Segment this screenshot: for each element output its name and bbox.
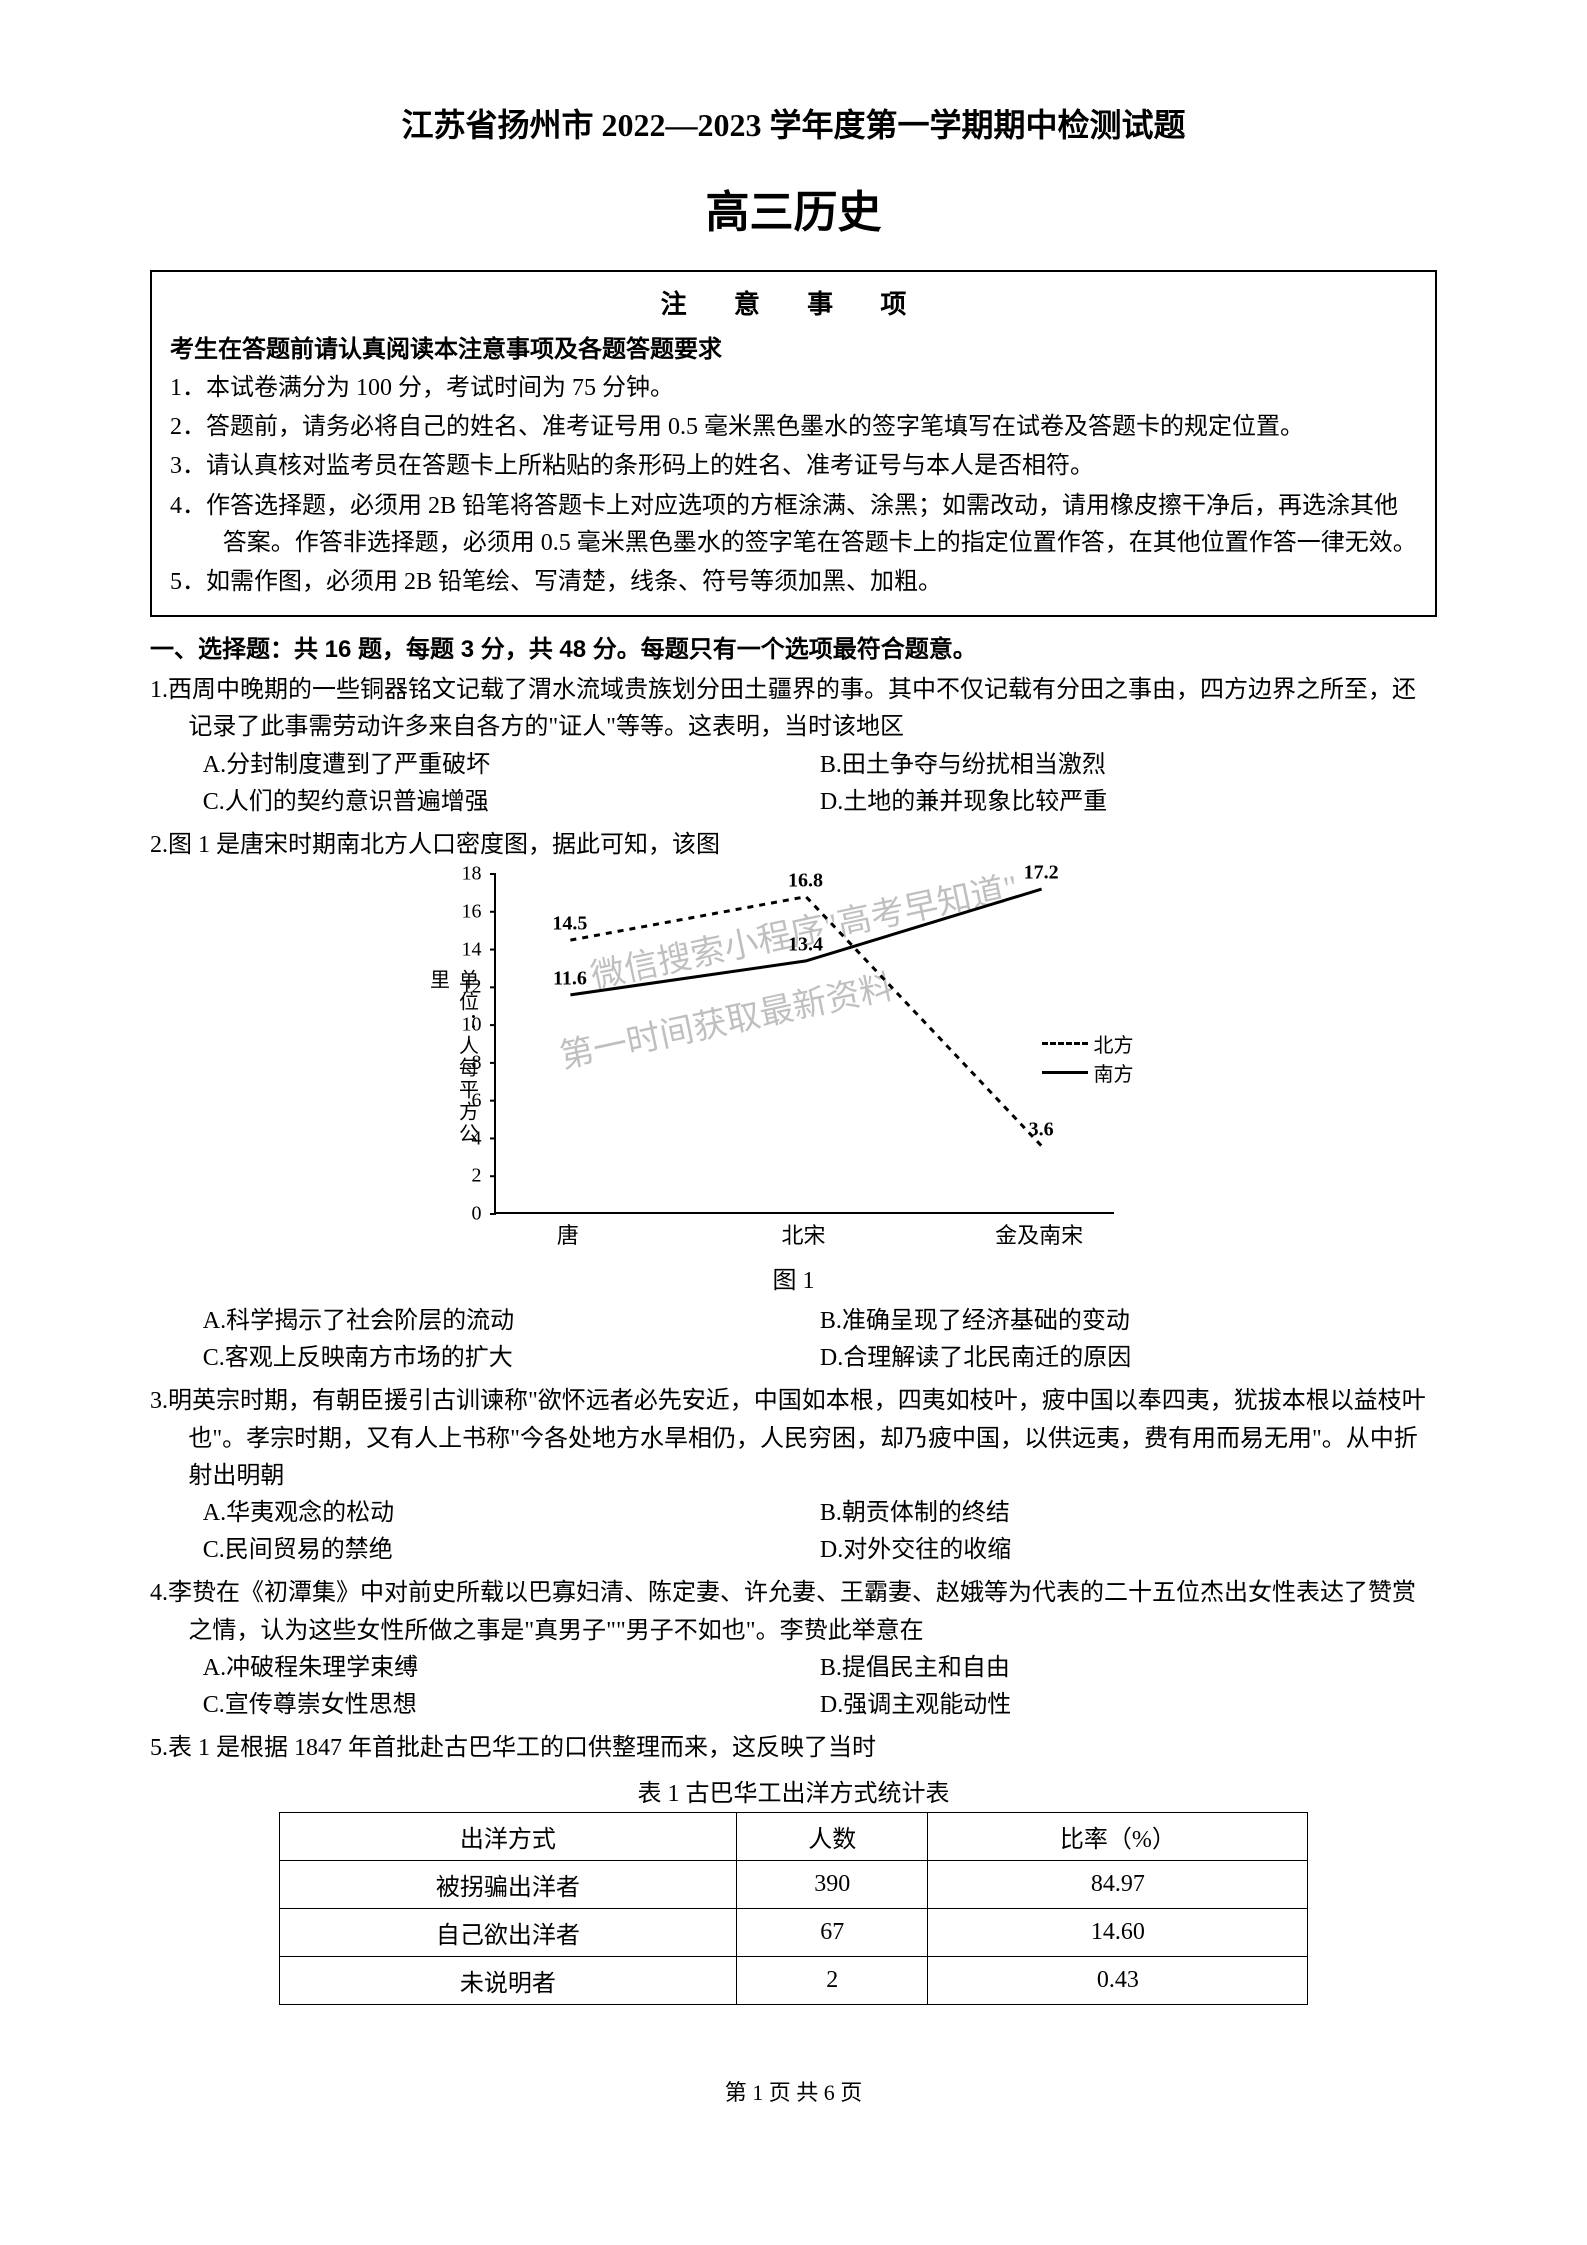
notice-item-5: 5．如需作图，必须用 2B 铅笔绘、写清楚，线条、符号等须加黑、加粗。 (170, 564, 1417, 601)
q4-option-a: A.冲破程朱理学束缚 (203, 1650, 820, 1687)
y-tick: 2 (452, 1165, 482, 1188)
q1-option-c: C.人们的契约意识普遍增强 (203, 784, 820, 821)
table-header-row: 出洋方式 人数 比率（%） (279, 1813, 1308, 1861)
main-title: 江苏省扬州市 2022—2023 学年度第一学期期中检测试题 (150, 100, 1437, 146)
table-cell: 14.60 (928, 1909, 1308, 1957)
y-tick: 16 (452, 900, 482, 923)
chart-y-ticks: 024681012141618 (458, 874, 488, 1214)
y-tick: 18 (452, 863, 482, 886)
q2-option-c: C.客观上反映南方市场的扩大 (203, 1340, 820, 1377)
table-row: 自己欲出洋者6714.60 (279, 1909, 1308, 1957)
y-tick: 6 (452, 1089, 482, 1112)
q3-option-d: D.对外交往的收缩 (820, 1532, 1437, 1569)
sub-title: 高三历史 (150, 176, 1437, 240)
data-point-label: 13.4 (788, 933, 823, 956)
table-row: 未说明者20.43 (279, 1957, 1308, 2005)
x-tick: 唐 (557, 1218, 579, 1250)
question-4: 4.李贽在《初潭集》中对前史所载以巴寡妇清、陈定妻、许允妻、王霸妻、赵娥等为代表… (150, 1575, 1437, 1724)
table-cell: 0.43 (928, 1957, 1308, 2005)
chart-plot-area: 14.516.83.611.613.417.2 微信搜索小程序"高考早知道" 第… (494, 874, 1114, 1214)
q4-option-b: B.提倡民主和自由 (820, 1650, 1437, 1687)
table-col-0: 出洋方式 (279, 1813, 736, 1861)
page-footer: 第 1 页 共 6 页 (150, 2075, 1437, 2107)
question-3: 3.明英宗时期，有朝臣援引古训谏称"欲怀远者必先安近，中国如本根，四夷如枝叶，疲… (150, 1383, 1437, 1569)
notice-item-2: 2．答题前，请务必将自己的姓名、准考证号用 0.5 毫米黑色墨水的签字笔填写在试… (170, 409, 1417, 446)
notice-item-3: 3．请认真核对监考员在答题卡上所粘贴的条形码上的姓名、准考证号与本人是否相符。 (170, 448, 1417, 485)
table-cell: 自己欲出洋者 (279, 1909, 736, 1957)
table-cell: 未说明者 (279, 1957, 736, 2005)
chart-svg (496, 874, 1116, 1214)
data-point-label: 3.6 (1029, 1118, 1054, 1141)
q3-option-a: A.华夷观念的松动 (203, 1495, 820, 1532)
q1-option-a: A.分封制度遭到了严重破坏 (203, 747, 820, 784)
data-point-label: 11.6 (553, 967, 587, 990)
q2-option-d: D.合理解读了北民南迁的原因 (820, 1340, 1437, 1377)
legend-north-line (1042, 1042, 1088, 1045)
x-tick: 金及南宋 (995, 1218, 1083, 1250)
q1-option-b: B.田土争夺与纷扰相当激烈 (820, 747, 1437, 784)
notice-box: 注 意 事 项 考生在答题前请认真阅读本注意事项及各题答题要求 1．本试卷满分为… (150, 270, 1437, 617)
q4-option-c: C.宣传尊崇女性思想 (203, 1687, 820, 1724)
chart-x-ticks: 唐 北宋 金及南宋 (494, 1218, 1114, 1248)
chart-legend: 北方 南方 (1042, 1029, 1134, 1087)
legend-south: 南方 (1042, 1058, 1134, 1087)
notice-item-4: 4．作答选择题，必须用 2B 铅笔将答题卡上对应选项的方框涂满、涂黑；如需改动，… (170, 488, 1417, 562)
table-cell: 84.97 (928, 1861, 1308, 1909)
data-point-label: 16.8 (788, 869, 823, 892)
question-2: 2.图 1 是唐宋时期南北方人口密度图，据此可知，该图 (150, 827, 1437, 864)
question-1: 1.西周中晚期的一些铜器铭文记载了渭水流域贵族划分田土疆界的事。其中不仅记载有分… (150, 672, 1437, 821)
table-cell: 67 (737, 1909, 928, 1957)
notice-lead: 考生在答题前请认真阅读本注意事项及各题答题要求 (170, 329, 1417, 364)
q4-stem: 4.李贽在《初潭集》中对前史所载以巴寡妇清、陈定妻、许允妻、王霸妻、赵娥等为代表… (150, 1575, 1437, 1649)
q5-stem: 5.表 1 是根据 1847 年首批赴古巴华工的口供整理而来，这反映了当时 (150, 1730, 1437, 1767)
legend-north: 北方 (1042, 1029, 1134, 1058)
q1-stem: 1.西周中晚期的一些铜器铭文记载了渭水流域贵族划分田土疆界的事。其中不仅记载有分… (150, 672, 1437, 746)
y-tick: 14 (452, 938, 482, 961)
table-cell: 390 (737, 1861, 928, 1909)
y-tick: 4 (452, 1127, 482, 1150)
q1-option-d: D.土地的兼并现象比较严重 (820, 784, 1437, 821)
notice-item-1: 1．本试卷满分为 100 分，考试时间为 75 分钟。 (170, 370, 1417, 407)
y-tick: 10 (452, 1014, 482, 1037)
q3-stem: 3.明英宗时期，有朝臣援引古训谏称"欲怀远者必先安近，中国如本根，四夷如枝叶，疲… (150, 1383, 1437, 1495)
table-col-2: 比率（%） (928, 1813, 1308, 1861)
y-tick: 12 (452, 976, 482, 999)
q4-option-d: D.强调主观能动性 (820, 1687, 1437, 1724)
legend-north-label: 北方 (1094, 1029, 1134, 1058)
table-cell: 被拐骗出洋者 (279, 1861, 736, 1909)
table-col-1: 人数 (737, 1813, 928, 1861)
table-row: 被拐骗出洋者39084.97 (279, 1861, 1308, 1909)
y-tick: 8 (452, 1051, 482, 1074)
q2-stem: 2.图 1 是唐宋时期南北方人口密度图，据此可知，该图 (150, 827, 1437, 864)
question-5: 5.表 1 是根据 1847 年首批赴古巴华工的口供整理而来，这反映了当时 (150, 1730, 1437, 1767)
section-1-title: 一、选择题：共 16 题，每题 3 分，共 48 分。每题只有一个选项最符合题意… (150, 629, 1437, 664)
q2-option-a: A.科学揭示了社会阶层的流动 (203, 1303, 820, 1340)
x-tick: 北宋 (781, 1218, 825, 1250)
q2-option-b: B.准确呈现了经济基础的变动 (820, 1303, 1437, 1340)
table-cell: 2 (737, 1957, 928, 2005)
y-tick: 0 (452, 1203, 482, 1226)
data-point-label: 14.5 (552, 913, 587, 936)
chart-figure-1: 单位：人每平方公里 024681012141618 14.516.83.611.… (150, 874, 1437, 1254)
table-1-caption: 表 1 古巴华工出洋方式统计表 (150, 1773, 1437, 1808)
chart-caption: 图 1 (150, 1260, 1437, 1295)
table-1: 出洋方式 人数 比率（%） 被拐骗出洋者39084.97自己欲出洋者6714.6… (279, 1812, 1309, 2005)
notice-title: 注 意 事 项 (170, 284, 1417, 321)
q3-option-c: C.民间贸易的禁绝 (203, 1532, 820, 1569)
q3-option-b: B.朝贡体制的终结 (820, 1495, 1437, 1532)
question-2-options: A.科学揭示了社会阶层的流动 B.准确呈现了经济基础的变动 C.客观上反映南方市… (150, 1303, 1437, 1377)
data-point-label: 17.2 (1024, 862, 1059, 885)
legend-south-line (1042, 1071, 1088, 1074)
legend-south-label: 南方 (1094, 1058, 1134, 1087)
